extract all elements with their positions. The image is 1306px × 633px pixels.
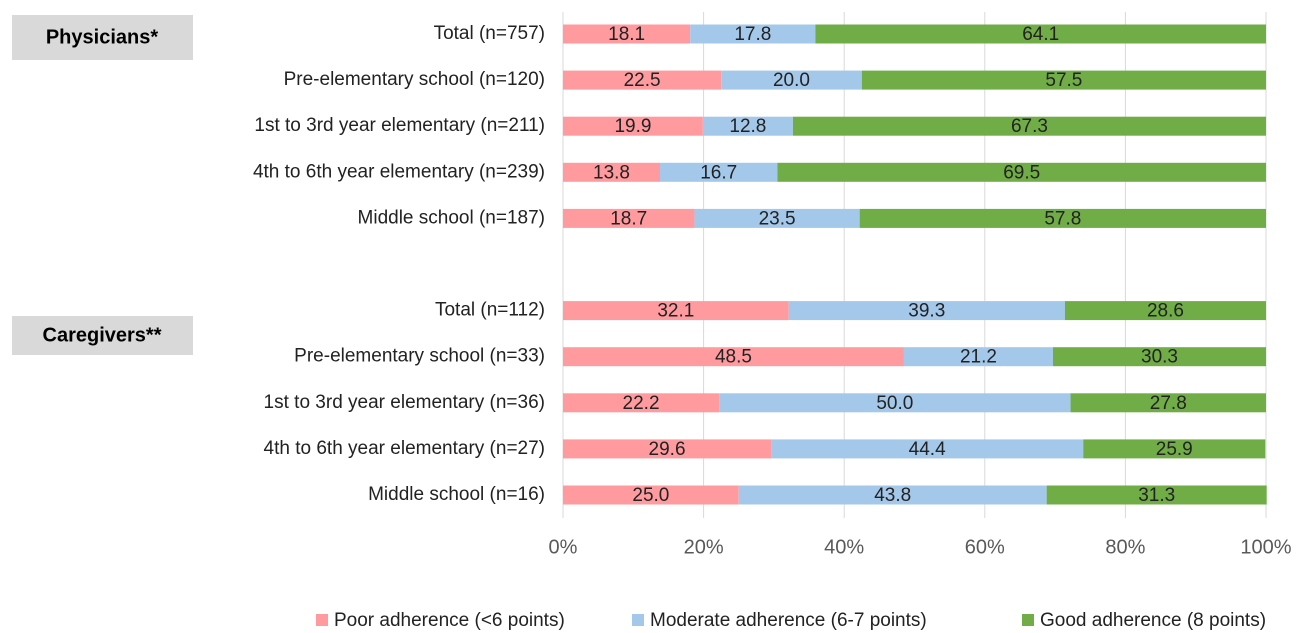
y-tick-label: Pre-elementary school (n=120) — [284, 69, 545, 90]
data-label: 22.2 — [623, 393, 660, 414]
data-label: 69.5 — [1003, 162, 1040, 183]
bar-segment — [702, 116, 793, 136]
bar-segment — [563, 439, 772, 459]
data-label: 13.8 — [593, 162, 630, 183]
x-tick-label: 80% — [1105, 536, 1145, 558]
x-tick-label: 40% — [824, 536, 864, 558]
bar-segment — [903, 347, 1053, 367]
bar-segment — [563, 347, 904, 367]
data-label: 67.3 — [1011, 116, 1048, 137]
bar-segment — [563, 70, 722, 90]
data-label: 57.8 — [1044, 208, 1081, 229]
bar-segment — [563, 393, 720, 413]
y-tick-label: Pre-elementary school (n=33) — [294, 346, 545, 367]
group-box — [12, 15, 193, 60]
data-label: 64.1 — [1022, 24, 1059, 45]
bar-segment — [690, 24, 816, 44]
legend-swatch — [632, 614, 644, 626]
x-tick-label: 20% — [684, 536, 724, 558]
y-tick-label: 4th to 6th year elementary (n=27) — [264, 438, 545, 459]
bar-segment — [563, 116, 703, 136]
data-label: 18.7 — [610, 208, 647, 229]
group-label: Physicians* — [46, 26, 159, 48]
data-label: 27.8 — [1150, 393, 1187, 414]
legend-label: Moderate adherence (6-7 points) — [650, 610, 927, 631]
bar-segment — [563, 208, 695, 228]
bar-segment — [1052, 347, 1266, 367]
bar-segment — [859, 208, 1266, 228]
bar-segment — [771, 439, 1084, 459]
data-label: 25.0 — [632, 485, 669, 506]
data-label: 57.5 — [1045, 70, 1082, 91]
x-tick-label: 100% — [1240, 536, 1291, 558]
bar-segment — [738, 485, 1047, 505]
data-label: 39.3 — [908, 301, 945, 322]
data-label: 22.5 — [624, 70, 661, 91]
bar-segment — [694, 208, 860, 228]
bar-segment — [792, 116, 1266, 136]
bar-segment — [1064, 301, 1266, 321]
bar-segment — [721, 70, 862, 90]
bar-segment — [563, 24, 691, 44]
data-label: 19.9 — [614, 116, 651, 137]
bar-segment — [660, 162, 778, 182]
data-label: 25.9 — [1156, 439, 1193, 460]
data-label: 23.5 — [759, 208, 796, 229]
data-label: 31.3 — [1138, 485, 1175, 506]
data-label: 48.5 — [715, 347, 752, 368]
data-label: 32.1 — [657, 301, 694, 322]
y-tick-label: Total (n=112) — [435, 300, 545, 321]
legend-label: Good adherence (8 points) — [1040, 610, 1266, 631]
legend-label: Poor adherence (<6 points) — [334, 610, 565, 631]
data-label: 12.8 — [729, 116, 766, 137]
bar-segment — [1070, 393, 1266, 413]
data-label: 29.6 — [649, 439, 686, 460]
data-label: 20.0 — [773, 70, 810, 91]
bar-segment — [1046, 485, 1267, 505]
bar-segment — [815, 24, 1266, 44]
bar-segment — [563, 301, 789, 321]
x-tick-label: 60% — [965, 536, 1005, 558]
data-label: 30.3 — [1141, 347, 1178, 368]
bar-segment — [563, 485, 739, 505]
bar-segment — [777, 162, 1266, 182]
bar-segment — [1083, 439, 1266, 459]
bar-segment — [861, 70, 1266, 90]
legend-swatch — [1022, 614, 1034, 626]
data-label: 43.8 — [874, 485, 911, 506]
group-box — [12, 316, 193, 355]
y-tick-label: Middle school (n=187) — [358, 207, 545, 228]
y-tick-label: 1st to 3rd year elementary (n=211) — [254, 115, 545, 136]
bar-segment — [788, 301, 1065, 321]
x-tick-label: 0% — [549, 536, 578, 558]
group-label: Caregivers** — [43, 324, 162, 346]
legend-swatch — [316, 614, 328, 626]
data-label: 28.6 — [1147, 301, 1184, 322]
y-tick-label: 1st to 3rd year elementary (n=36) — [264, 392, 545, 413]
data-label: 21.2 — [960, 347, 997, 368]
y-tick-label: Middle school (n=16) — [368, 484, 545, 505]
y-tick-label: 4th to 6th year elementary (n=239) — [253, 161, 545, 182]
data-label: 50.0 — [876, 393, 913, 414]
data-label: 44.4 — [909, 439, 946, 460]
data-label: 18.1 — [608, 24, 645, 45]
data-label: 16.7 — [700, 162, 737, 183]
y-tick-label: Total (n=757) — [434, 23, 545, 44]
bar-segment — [563, 162, 661, 182]
bar-segment — [719, 393, 1071, 413]
data-label: 17.8 — [734, 24, 771, 45]
